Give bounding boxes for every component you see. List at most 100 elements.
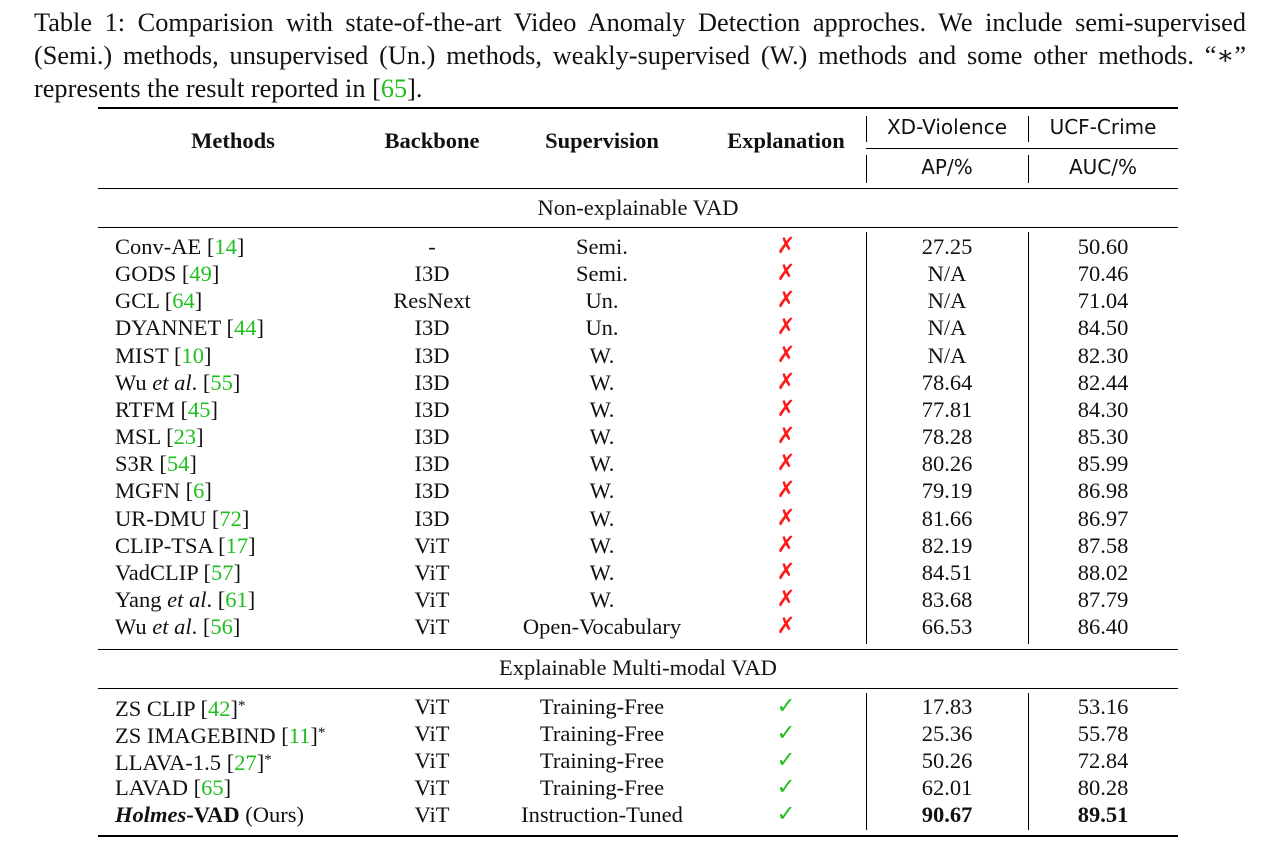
cross-icon: ✗ (776, 477, 796, 504)
check-icon: ✓ (776, 774, 796, 800)
method-name: UR-DMU [72] (115, 505, 250, 531)
method-name: S3R [54] (115, 451, 197, 477)
method-name: MSL [23] (115, 424, 204, 450)
backbone-cell: ViT (414, 586, 450, 612)
cross-icon: ✗ (776, 368, 796, 395)
supervision-cell: Training-Free (539, 694, 665, 719)
backbone-cell: I3D (414, 315, 450, 341)
method-name: GCL [64] (115, 288, 203, 314)
xd-score-cell: 62.01 (921, 775, 973, 800)
method-name: LLAVA-1.5 [27]* (115, 750, 272, 775)
method-name: MGFN [6] (115, 478, 212, 504)
ucf-score-cell: 70.46 (1077, 261, 1129, 287)
supervision-cell: W. (589, 396, 615, 422)
method-label: LAVAD (115, 775, 194, 800)
method-label: ZS IMAGEBIND (115, 723, 282, 748)
backbone-cell: ViT (414, 559, 450, 585)
ucf-score-cell: 82.44 (1077, 369, 1129, 395)
xd-score-cell: 81.66 (921, 505, 973, 531)
body2-vsep-left (866, 693, 867, 830)
supervision-cell: Training-Free (539, 748, 665, 773)
backbone-cell: ViT (414, 721, 450, 746)
backbone-cell: ViT (414, 532, 450, 558)
supervision-cell: Training-Free (539, 775, 665, 800)
header-supervision: Supervision (545, 128, 659, 153)
check-icon: ✓ (776, 747, 796, 773)
section2-top-rule (98, 649, 1178, 650)
supervision-cell: Training-Free (539, 721, 665, 746)
cross-icon: ✗ (776, 585, 796, 612)
xd-score-cell: 82.19 (921, 532, 973, 558)
ucf-score-cell: 72.84 (1077, 748, 1129, 773)
method-label-italic: et al (152, 369, 192, 395)
method-name: RTFM [45] (115, 396, 219, 422)
supervision-cell: W. (589, 559, 615, 585)
check-icon: ✓ (776, 720, 796, 746)
method-label: Conv-AE (115, 234, 207, 259)
citation-ref: 61 (225, 586, 248, 612)
body2-vsep-mid (1028, 693, 1029, 830)
method-name-ours: Holmes-VAD (Ours) (115, 802, 304, 827)
body1-vsep-left (866, 232, 867, 644)
method-label-italic: et al (152, 614, 192, 640)
citation-ref: 49 (189, 261, 212, 287)
header-ucf-crime: UCF-Crime (1049, 115, 1157, 139)
header-vsep-left-2 (866, 155, 867, 183)
ucf-score-cell: 50.60 (1077, 234, 1129, 259)
method-name: LAVAD [65] (115, 775, 232, 800)
xd-score-cell: 66.53 (921, 614, 973, 640)
ucf-score-cell: 82.30 (1077, 342, 1129, 368)
citation-ref: 27 (234, 750, 257, 775)
citation-ref: 65 (201, 775, 224, 800)
xd-score-cell: 83.68 (921, 586, 973, 612)
method-name: CLIP-TSA [17] (115, 532, 256, 558)
top-rule (98, 107, 1178, 109)
section-explainable: Explainable Multi-modal VAD (499, 655, 777, 680)
supervision-cell: W. (589, 505, 615, 531)
xd-score-cell: 78.28 (921, 424, 973, 450)
check-icon: ✓ (776, 801, 796, 827)
xd-score-cell: N/A (927, 342, 967, 368)
method-label: CLIP-TSA (115, 532, 219, 558)
method-label: MSL (115, 424, 167, 450)
ucf-score-cell: 86.98 (1077, 478, 1129, 504)
method-label: Yang (115, 586, 168, 612)
xd-score-cell: N/A (927, 288, 967, 314)
section2-rule (98, 688, 1178, 689)
method-name: Wu et al. [56] (115, 614, 241, 640)
ucf-score-cell: 86.97 (1077, 505, 1129, 531)
backbone-cell: ResNext (393, 288, 471, 314)
supervision-cell: W. (589, 478, 615, 504)
ucf-score-cell: 53.16 (1077, 694, 1129, 719)
header-methods: Methods (191, 128, 275, 153)
xd-score-cell: N/A (927, 261, 967, 287)
body1-vsep-mid (1028, 232, 1029, 644)
backbone-cell: ViT (414, 614, 450, 640)
xd-score-cell: 25.36 (921, 721, 973, 746)
cross-icon: ✗ (776, 558, 796, 585)
ucf-score-cell: 88.02 (1077, 559, 1129, 585)
section-non-explainable: Non-explainable VAD (537, 195, 739, 220)
ucf-score-cell: 89.51 (1077, 802, 1129, 827)
citation-ref: 57 (211, 559, 234, 585)
method-label-post: . (191, 614, 203, 640)
citation-ref: 54 (166, 451, 190, 477)
citation-ref: 55 (210, 369, 233, 395)
method-label: Wu (115, 369, 153, 395)
table-caption: Table 1: Comparision with state-of-the-a… (34, 8, 1246, 103)
method-label: ZS CLIP (115, 696, 201, 721)
method-label-post: . (206, 586, 218, 612)
header-explanation: Explanation (727, 128, 845, 153)
backbone-cell: ViT (414, 748, 450, 773)
ucf-score-cell: 55.78 (1077, 721, 1129, 746)
citation-ref: 64 (172, 288, 195, 314)
header-ucf-metric: AUC/% (1068, 155, 1138, 179)
cross-icon: ✗ (776, 531, 796, 558)
method-label-post: . (191, 369, 203, 395)
method-label: RTFM (115, 396, 181, 422)
supervision-cell: W. (589, 342, 615, 368)
method-label: VadCLIP (115, 559, 204, 585)
backbone-cell: ViT (414, 775, 450, 800)
ucf-score-cell: 86.40 (1077, 614, 1129, 640)
supervision-cell: Semi. (576, 261, 628, 287)
